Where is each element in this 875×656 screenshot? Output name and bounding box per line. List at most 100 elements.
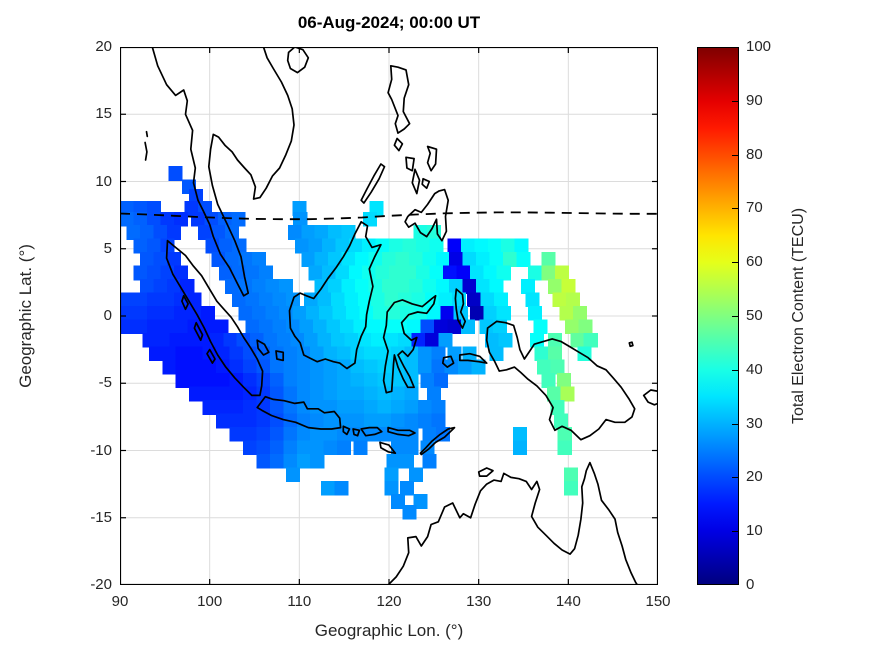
tec-cell bbox=[417, 413, 432, 429]
tec-cell bbox=[232, 292, 247, 308]
tec-cell bbox=[467, 292, 482, 308]
tec-cell bbox=[438, 332, 453, 348]
tec-cell bbox=[355, 279, 370, 294]
tec-cell bbox=[196, 332, 211, 348]
tec-cell bbox=[389, 238, 404, 254]
tec-cell bbox=[417, 400, 432, 415]
coastline-buru bbox=[441, 355, 455, 368]
tec-cell bbox=[534, 346, 549, 362]
tec-cell bbox=[296, 373, 311, 388]
tec-cell bbox=[278, 279, 293, 294]
tec-cell bbox=[417, 359, 432, 375]
tec-cell bbox=[559, 305, 574, 321]
tec-cell bbox=[556, 373, 571, 388]
tec-cell bbox=[256, 440, 271, 456]
tec-cell bbox=[402, 265, 417, 281]
tec-cell bbox=[344, 292, 359, 308]
tec-cell bbox=[323, 386, 338, 402]
tec-cell bbox=[173, 305, 188, 321]
tec-cell bbox=[377, 346, 392, 362]
tec-cell bbox=[480, 292, 495, 308]
tec-cell bbox=[323, 426, 338, 442]
y-tick-label: 0 bbox=[103, 307, 112, 324]
tec-cell bbox=[216, 346, 231, 362]
coastline-halmahera bbox=[454, 288, 467, 329]
tec-cell bbox=[175, 346, 190, 362]
tec-cell bbox=[483, 305, 498, 321]
colorbar-tick-label: 80 bbox=[746, 145, 763, 163]
tec-cell bbox=[120, 319, 135, 335]
tec-cell bbox=[166, 252, 181, 267]
coastline-samar-leyte bbox=[426, 145, 438, 172]
tec-cell bbox=[389, 265, 404, 281]
tec-cell bbox=[337, 346, 352, 362]
tec-cell bbox=[444, 359, 459, 375]
tec-cell bbox=[399, 480, 414, 496]
tec-cell bbox=[269, 373, 284, 388]
tec-cell bbox=[314, 225, 329, 240]
tec-cell bbox=[348, 265, 363, 281]
tec-cell bbox=[168, 166, 183, 181]
tec-cell bbox=[483, 265, 498, 281]
tec-cell bbox=[417, 346, 432, 362]
tec-cell bbox=[256, 373, 271, 388]
colorbar bbox=[697, 47, 739, 585]
tec-cell bbox=[469, 265, 484, 281]
x-tick-label: 110 bbox=[287, 593, 312, 610]
tec-cell bbox=[462, 279, 477, 294]
tec-cell bbox=[292, 305, 307, 321]
tec-cell bbox=[442, 265, 457, 281]
coastline-andaman-1 bbox=[145, 130, 149, 138]
tec-cell bbox=[541, 373, 556, 388]
coastline-bohol bbox=[421, 177, 431, 190]
tec-cell bbox=[189, 359, 204, 375]
tec-cell bbox=[133, 265, 148, 281]
tec-cell bbox=[269, 440, 284, 456]
tec-cell bbox=[326, 319, 341, 335]
tec-cell bbox=[408, 467, 423, 483]
tec-cell bbox=[160, 305, 175, 321]
colorbar-tick-mark bbox=[732, 154, 738, 156]
tec-cell bbox=[422, 426, 437, 442]
tec-cell bbox=[563, 480, 579, 496]
tec-cell bbox=[496, 305, 511, 321]
tec-cell bbox=[269, 453, 284, 469]
tec-cell bbox=[435, 279, 450, 294]
tec-cell bbox=[390, 413, 405, 429]
coastline-sumbawa bbox=[360, 426, 383, 437]
colorbar-tick-label: 40 bbox=[746, 360, 763, 378]
tec-cell bbox=[350, 359, 365, 375]
tec-cell bbox=[209, 332, 224, 348]
coastline-new-guinea bbox=[485, 320, 636, 441]
tec-cell bbox=[204, 211, 219, 227]
tec-cell bbox=[381, 252, 397, 267]
tec-cell bbox=[469, 305, 484, 321]
tec-cell bbox=[460, 238, 475, 254]
tec-cell bbox=[344, 332, 359, 348]
tec-cell bbox=[305, 305, 320, 321]
colorbar-tick-mark bbox=[732, 477, 738, 479]
coastline-panay bbox=[405, 156, 415, 172]
tec-cell bbox=[456, 265, 471, 281]
tec-cell bbox=[516, 252, 531, 267]
tec-cell bbox=[413, 494, 428, 509]
tec-cell bbox=[350, 413, 365, 429]
tec-cell bbox=[202, 373, 217, 388]
tec-cell bbox=[323, 440, 338, 456]
colorbar-tick-label: 10 bbox=[746, 522, 763, 540]
tec-cell bbox=[449, 252, 464, 267]
tec-cell bbox=[564, 319, 579, 335]
tec-cell bbox=[133, 211, 148, 227]
tec-cell bbox=[422, 252, 437, 267]
tec-cell bbox=[364, 359, 379, 375]
tec-cell bbox=[133, 319, 148, 335]
tec-cell bbox=[520, 279, 536, 294]
colorbar-tick-label: 20 bbox=[746, 468, 763, 486]
tec-cell bbox=[404, 400, 419, 415]
tec-cell bbox=[229, 386, 244, 402]
tec-cell bbox=[583, 332, 598, 348]
tec-cell bbox=[528, 265, 543, 281]
axis-ticks bbox=[120, 47, 658, 585]
tec-cell bbox=[435, 252, 450, 267]
tec-cell bbox=[310, 346, 325, 362]
